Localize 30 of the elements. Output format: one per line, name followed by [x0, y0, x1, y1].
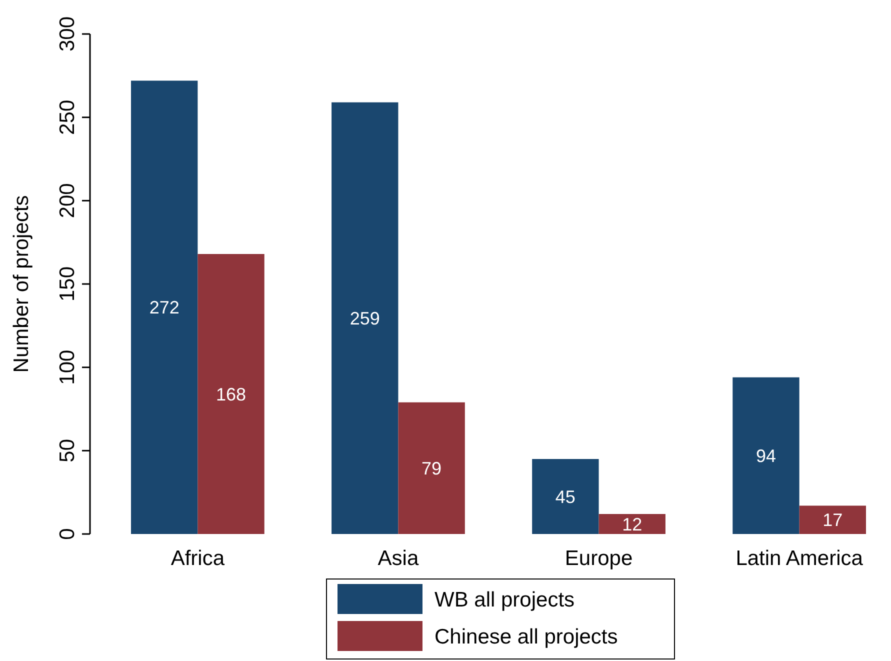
bar [131, 80, 198, 534]
y-axis-title: Number of projects [10, 195, 33, 373]
data-label: 272 [149, 298, 180, 318]
bar [732, 377, 800, 534]
y-tick-label: 150 [56, 266, 79, 302]
x-tick-label: Africa [170, 547, 225, 570]
y-tick-label: 100 [56, 350, 79, 385]
data-label: 79 [422, 458, 442, 478]
legend-label: Chinese all projects [434, 625, 618, 648]
data-label: 94 [756, 446, 776, 466]
data-label: 259 [350, 308, 380, 328]
bar [198, 254, 264, 534]
bar [799, 506, 866, 534]
x-tick-label: Europe [564, 547, 633, 570]
bar [598, 514, 666, 534]
bar [398, 402, 465, 534]
y-tick-label: 50 [56, 438, 79, 462]
data-label: 45 [555, 486, 576, 507]
y-tick-label: 250 [56, 100, 79, 135]
data-label: 12 [622, 514, 642, 534]
y-tick-label: 300 [56, 16, 79, 52]
bar [532, 459, 599, 534]
data-label: 168 [216, 384, 246, 404]
x-tick-label: Latin America [736, 547, 864, 570]
y-tick-label: 0 [56, 528, 79, 540]
y-tick-label: 200 [56, 183, 79, 218]
x-tick-label: Asia [378, 547, 419, 570]
legend-label: WB all projects [434, 588, 575, 612]
data-label: 17 [822, 510, 843, 530]
bar [332, 102, 398, 534]
